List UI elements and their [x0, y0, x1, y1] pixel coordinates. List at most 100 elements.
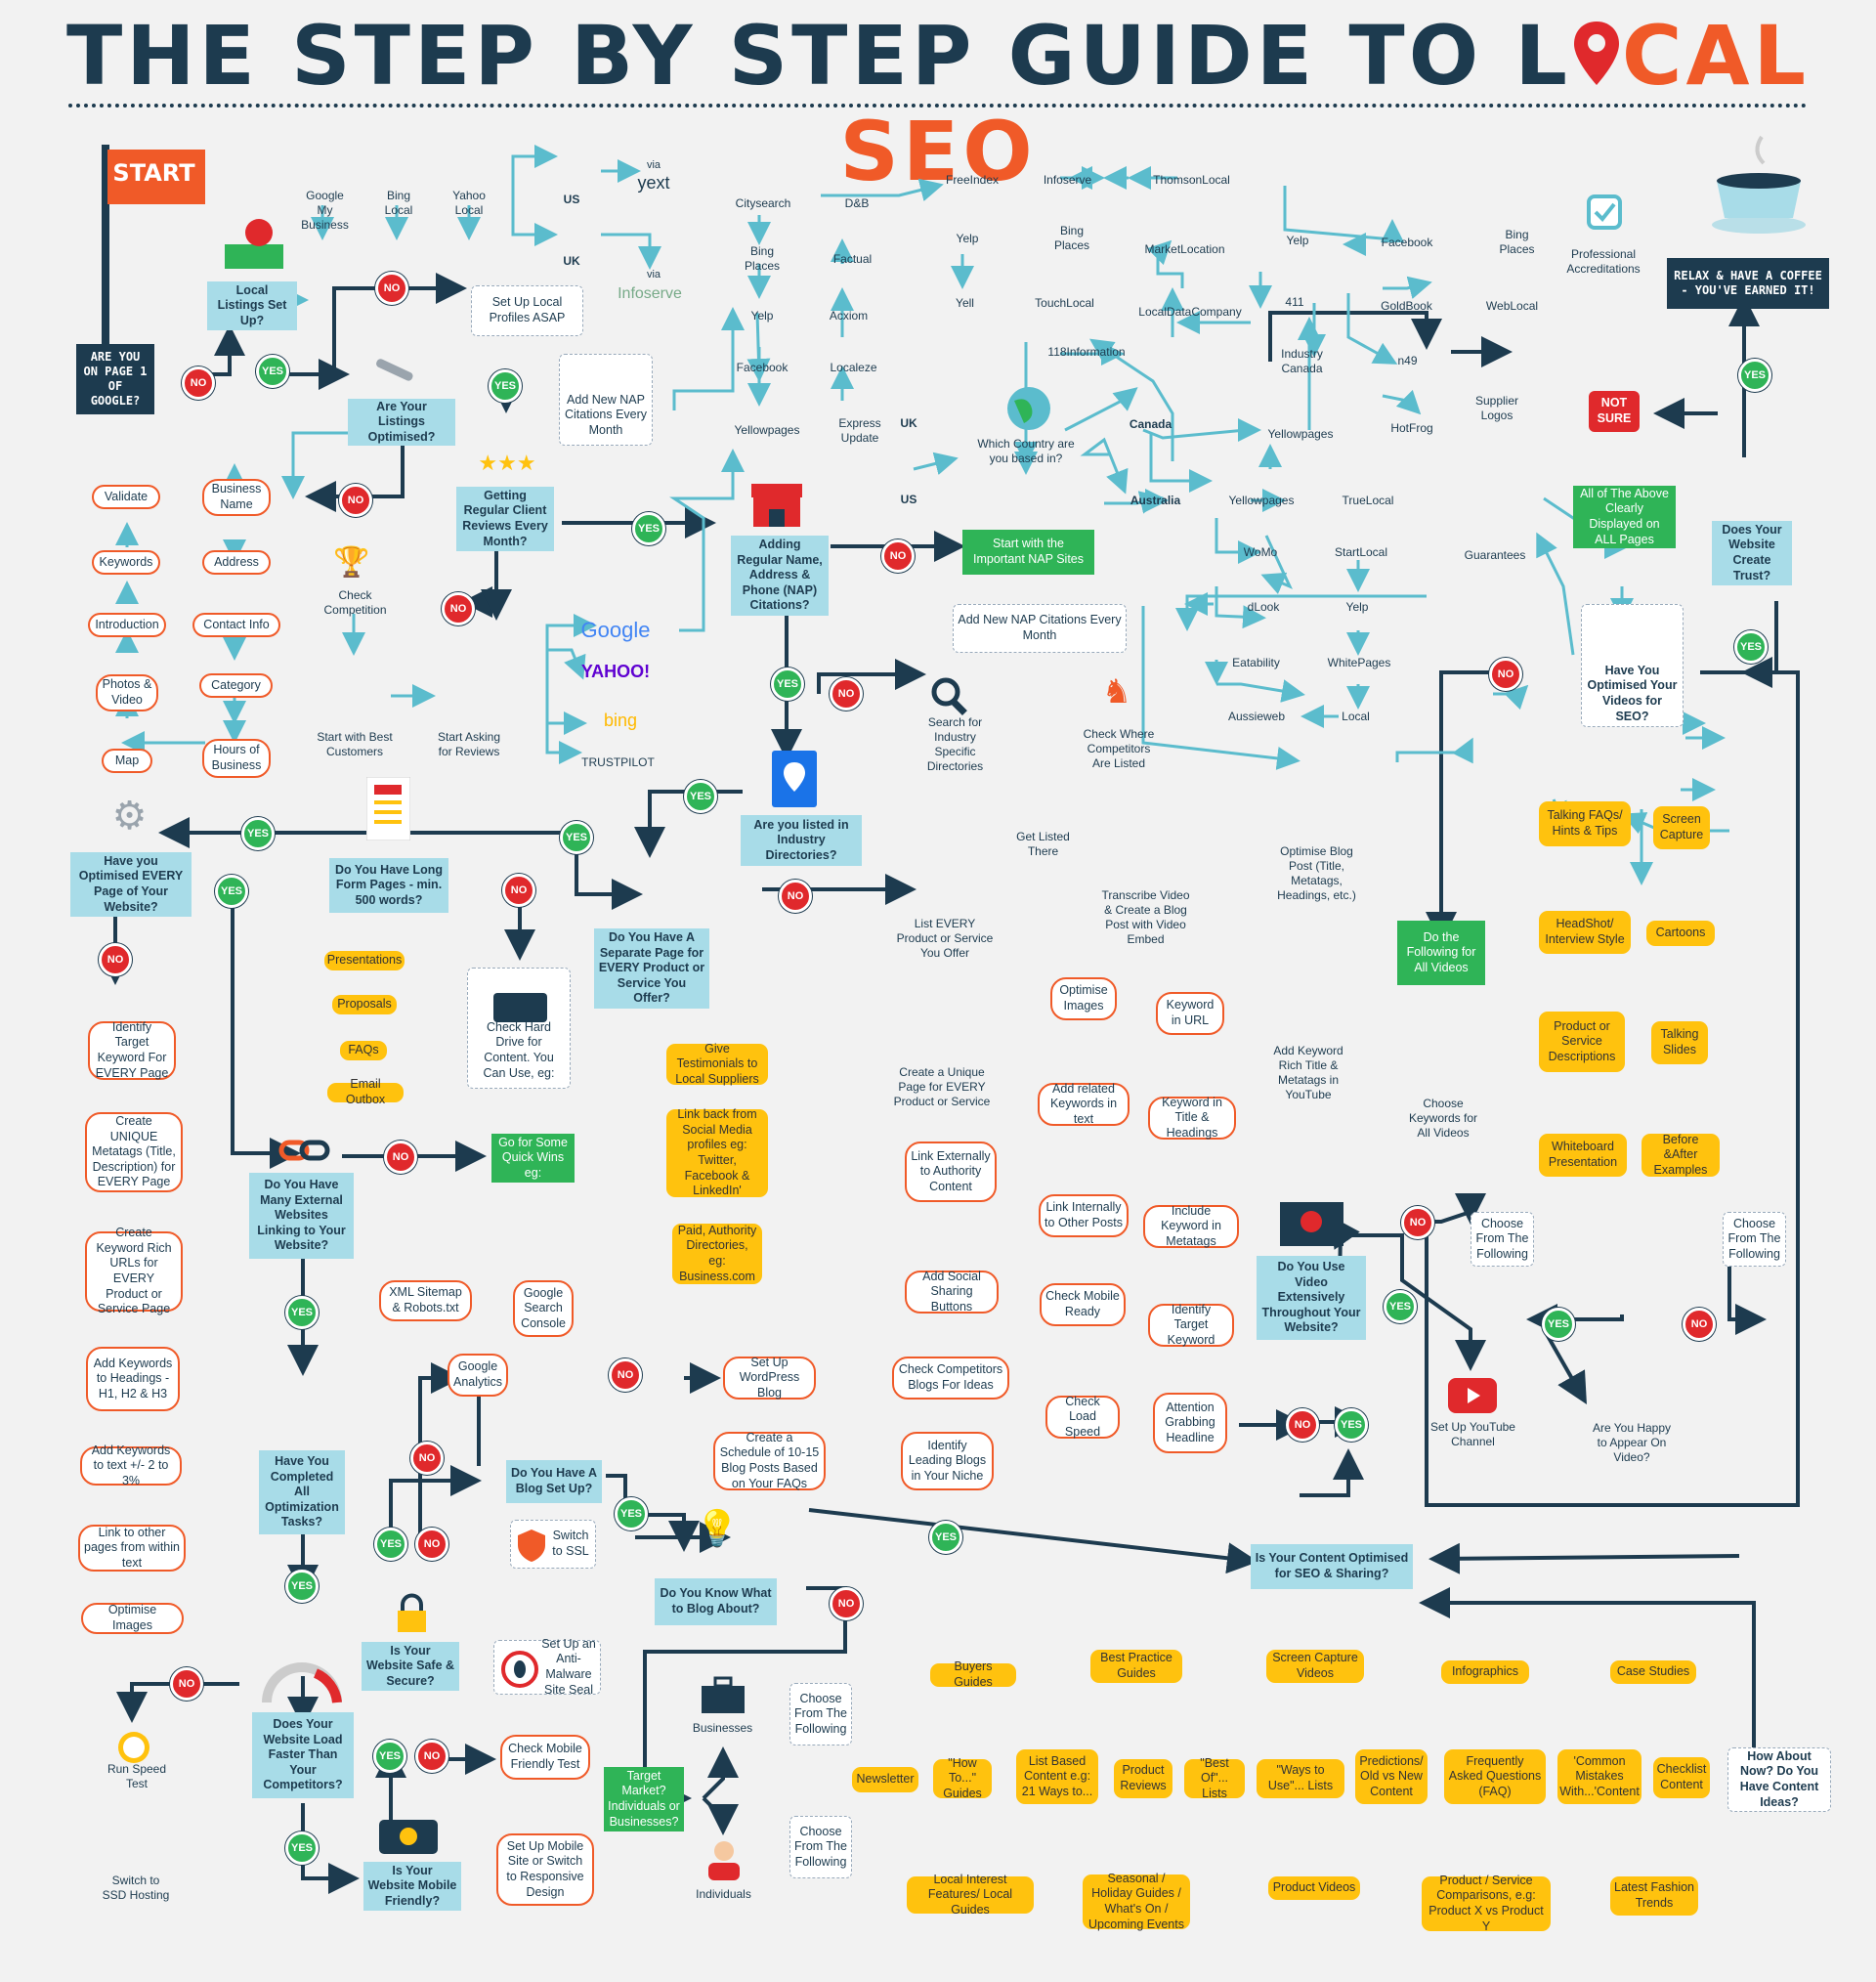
q-external[interactable]: Do You Have Many External Websites Linki… — [249, 1173, 354, 1259]
do-following[interactable]: Do the Following for All Videos — [1397, 921, 1485, 985]
fashion[interactable]: Latest Fashion Trends — [1610, 1876, 1698, 1916]
q-blog-about[interactable]: Do You Know What to Blog About? — [655, 1578, 777, 1625]
choose-from-1[interactable]: Choose From The Following — [1471, 1212, 1534, 1267]
q-local-listings[interactable]: Local Listings Set Up? — [207, 281, 297, 330]
predictions[interactable]: Predictions/ Old vs New Content — [1355, 1749, 1428, 1804]
seasonal[interactable]: Seasonal / Holiday Guides / What's On / … — [1083, 1872, 1190, 1931]
screen-capture-videos[interactable]: Screen Capture Videos — [1266, 1650, 1364, 1683]
faq-content[interactable]: Frequently Asked Questions (FAQ) — [1444, 1749, 1546, 1804]
ways-to-use[interactable]: "Ways to Use"... Lists — [1257, 1759, 1344, 1798]
email-outbox[interactable]: Email Outbox — [327, 1077, 404, 1106]
gsc[interactable]: Google Search Console — [513, 1280, 574, 1337]
whiteboard[interactable]: Whiteboard Presentation — [1539, 1134, 1627, 1177]
q-every-page[interactable]: Have you Optimised EVERY Page of Your We… — [70, 852, 192, 917]
quick-wins[interactable]: Go for Some Quick Wins eg: — [491, 1134, 575, 1183]
list-based[interactable]: List Based Content e.g: 21 Ways to... — [1016, 1749, 1098, 1804]
product-reviews[interactable]: Product Reviews — [1114, 1759, 1172, 1798]
infographics[interactable]: Infographics — [1441, 1660, 1529, 1684]
attention[interactable]: Attention Grabbing Headline — [1153, 1393, 1227, 1453]
q-trust[interactable]: Does Your Website Create Trust? — [1712, 521, 1792, 585]
add-related[interactable]: Add related Keywords in text — [1038, 1082, 1130, 1126]
business-name[interactable]: Business Name — [202, 479, 271, 516]
kw-url[interactable]: Keyword in URL — [1156, 992, 1224, 1035]
screen-capture[interactable]: Screen Capture — [1653, 806, 1710, 849]
cartoons[interactable]: Cartoons — [1646, 921, 1715, 946]
testimonials[interactable]: Give Testimonials to Local Suppliers — [666, 1042, 768, 1086]
kw-title[interactable]: Keyword in Title & Headings — [1148, 1096, 1236, 1140]
schedule[interactable]: Create a Schedule of 10-15 Blog Posts Ba… — [713, 1431, 826, 1490]
q-tasks[interactable]: Have You Completed All Optimization Task… — [259, 1450, 345, 1534]
talking-faqs[interactable]: Talking FAQs/ Hints & Tips — [1539, 801, 1631, 846]
q-opt-videos[interactable]: Have You Optimised Your Videos for SEO? — [1581, 604, 1684, 727]
presentations[interactable]: Presentations — [324, 951, 405, 970]
address[interactable]: Address — [202, 550, 271, 575]
ga[interactable]: Google Analytics — [448, 1354, 508, 1397]
setup-wp[interactable]: Set Up WordPress Blog — [723, 1356, 816, 1400]
not-sure[interactable]: NOT SURE — [1589, 391, 1640, 432]
link-back[interactable]: Link back from Social Media profiles eg:… — [666, 1107, 768, 1197]
opt-images[interactable]: Optimise Images — [81, 1603, 184, 1634]
setup-mobile[interactable]: Set Up Mobile Site or Switch to Responsi… — [496, 1833, 594, 1906]
product-desc[interactable]: Product or Service Descriptions — [1539, 1012, 1625, 1072]
start-nap[interactable]: Start with the Important NAP Sites — [962, 530, 1094, 575]
choose-individuals[interactable]: Choose From The Following — [789, 1816, 852, 1878]
kw-headings[interactable]: Add Keywords to Headings - H1, H2 & H3 — [86, 1347, 180, 1411]
q-nap[interactable]: Adding Regular Name, Address & Phone (NA… — [731, 536, 829, 616]
kw-text[interactable]: Add Keywords to text +/- 2 to 3% — [80, 1443, 182, 1487]
kw-urls[interactable]: Create Keyword Rich URLs for EVERY Produ… — [85, 1226, 183, 1315]
how-to[interactable]: "How To..." Guides — [933, 1756, 992, 1800]
paid-dirs[interactable]: Paid, Authority Directories, eg: Busines… — [672, 1224, 762, 1284]
q-longform[interactable]: Do You Have Long Form Pages - min. 500 w… — [329, 858, 448, 913]
best-practice[interactable]: Best Practice Guides — [1090, 1650, 1182, 1683]
contact-info[interactable]: Contact Info — [192, 613, 280, 637]
q-video[interactable]: Do You Use Video Extensively Throughout … — [1257, 1256, 1366, 1340]
comparisons[interactable]: Product / Service Comparisons, e.g: Prod… — [1422, 1874, 1551, 1933]
malware[interactable]: Set Up an Anti-Malware Site Seal — [493, 1637, 601, 1697]
link-internal[interactable]: Link Internally to Other Posts — [1039, 1194, 1129, 1237]
keywords[interactable]: Keywords — [92, 550, 160, 575]
target-market[interactable]: Target Market? Individuals or Businesses… — [604, 1767, 684, 1831]
identify-target[interactable]: Identify Target Keyword — [1148, 1303, 1234, 1347]
check-mobile-ready[interactable]: Check Mobile Ready — [1040, 1283, 1126, 1326]
how-about-now[interactable]: How About Now? Do You Have Content Ideas… — [1727, 1747, 1831, 1812]
photos-video[interactable]: Photos & Video — [96, 674, 158, 711]
q-secure[interactable]: Is Your Website Safe & Secure? — [362, 1642, 459, 1691]
link-external[interactable]: Link Externally to Authority Content — [905, 1142, 997, 1202]
choose-from-2[interactable]: Choose From The Following — [1723, 1212, 1786, 1267]
kw-meta[interactable]: Include Keyword in Metatags — [1143, 1204, 1239, 1248]
opt-images2[interactable]: Optimise Images — [1050, 977, 1117, 1020]
newsletter[interactable]: Newsletter — [852, 1767, 918, 1792]
best-of[interactable]: "Best Of"... Lists — [1184, 1756, 1245, 1800]
buyers-guides[interactable]: Buyers Guides — [930, 1659, 1016, 1689]
q-dirs[interactable]: Are you listed in Industry Directories? — [741, 815, 862, 866]
switch-ssl[interactable]: Switch to SSL — [510, 1520, 596, 1569]
faqs[interactable]: FAQs — [340, 1041, 387, 1060]
before-after[interactable]: Before &After Examples — [1642, 1133, 1720, 1177]
q-faster[interactable]: Does Your Website Load Faster Than Your … — [252, 1712, 354, 1798]
setup-local[interactable]: Set Up Local Profiles ASAP — [471, 285, 583, 336]
xml-sitemap[interactable]: XML Sitemap & Robots.txt — [379, 1280, 472, 1321]
common-mistakes[interactable]: 'Common Mistakes With...'Content — [1557, 1749, 1642, 1804]
proposals[interactable]: Proposals — [332, 995, 397, 1014]
headshot[interactable]: HeadShot/ Interview Style — [1539, 911, 1631, 954]
q-blog[interactable]: Do You Have A Blog Set Up? — [506, 1460, 602, 1503]
check-drive[interactable]: Check Hard Drive for Content. You Can Us… — [467, 968, 571, 1089]
leading-blogs[interactable]: Identify Leading Blogs in Your Niche — [901, 1432, 994, 1490]
introduction[interactable]: Introduction — [88, 613, 166, 637]
q-listings-optimised[interactable]: Are Your Listings Optimised? — [348, 399, 455, 446]
q-google[interactable]: ARE YOU ON PAGE 1 OF GOOGLE? — [76, 344, 154, 414]
local-interest[interactable]: Local Interest Features/ Local Guides — [907, 1873, 1034, 1917]
check-mobile[interactable]: Check Mobile Friendly Test — [500, 1735, 590, 1780]
map-item[interactable]: Map — [102, 749, 152, 773]
validate[interactable]: Validate — [92, 485, 160, 509]
hours[interactable]: Hours of Business — [202, 739, 271, 778]
category[interactable]: Category — [199, 673, 273, 698]
unique-meta[interactable]: Create UNIQUE Metatags (Title, Descripti… — [85, 1112, 183, 1192]
add-nap-month[interactable]: Add New NAP Citations Every Month — [559, 354, 653, 446]
check-load[interactable]: Check Load Speed — [1045, 1395, 1120, 1439]
choose-businesses[interactable]: Choose From The Following — [789, 1683, 852, 1745]
link-pages[interactable]: Link to other pages from within text — [78, 1525, 186, 1572]
check-comp-blogs[interactable]: Check Competitors Blogs For Ideas — [892, 1357, 1009, 1400]
product-videos[interactable]: Product Videos — [1268, 1876, 1360, 1900]
q-content-opt[interactable]: Is Your Content Optimised for SEO & Shar… — [1251, 1544, 1413, 1589]
